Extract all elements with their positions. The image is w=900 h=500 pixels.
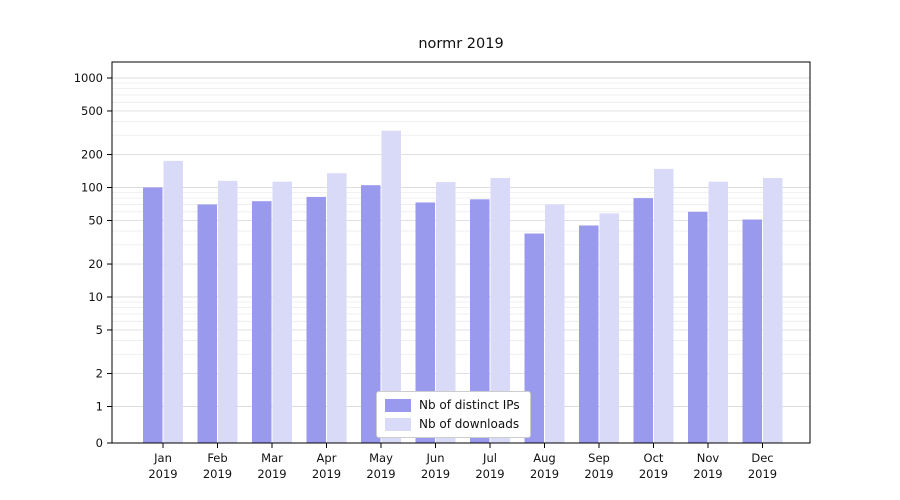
bar-ips-jul: [470, 199, 490, 443]
y-tick-label: 50: [88, 213, 103, 227]
bar-ips-jun: [415, 202, 435, 443]
x-tick-label-year: 2019: [257, 467, 286, 481]
x-tick-label-year: 2019: [639, 467, 668, 481]
x-tick-label-month: May: [369, 451, 393, 465]
x-tick-label-month: Nov: [697, 451, 720, 465]
legend-swatch-downloads: [385, 417, 411, 431]
bar-ips-may: [361, 185, 381, 443]
bar-ips-jan: [143, 187, 163, 443]
x-tick-label-year: 2019: [366, 467, 395, 481]
bar-ips-oct: [633, 198, 653, 443]
y-tick-label: 20: [88, 257, 103, 271]
bar-downloads-jun: [436, 182, 456, 443]
y-tick-label: 200: [81, 148, 103, 162]
x-tick-label-month: Apr: [317, 451, 337, 465]
x-tick-label-month: Feb: [207, 451, 227, 465]
legend: Nb of distinct IPs Nb of downloads: [376, 391, 531, 438]
x-tick-label-year: 2019: [148, 467, 177, 481]
bar-downloads-jan: [163, 160, 183, 443]
x-tick-label-month: Oct: [644, 451, 664, 465]
bar-ips-apr: [306, 196, 326, 443]
bar-downloads-may: [381, 130, 401, 443]
x-tick-label-month: Aug: [533, 451, 555, 465]
x-tick-label-month: Jan: [153, 451, 172, 465]
bar-ips-sep: [579, 225, 599, 443]
bar-downloads-sep: [599, 213, 619, 443]
bar-downloads-oct: [654, 168, 674, 444]
bar-downloads-nov: [708, 181, 728, 443]
bar-ips-nov: [688, 211, 708, 443]
y-tick-label: 2: [96, 367, 103, 381]
x-tick-label-year: 2019: [475, 467, 504, 481]
x-tick-label-year: 2019: [693, 467, 722, 481]
legend-item-downloads: Nb of downloads: [385, 417, 520, 431]
bar-ips-aug: [524, 233, 544, 443]
bar-downloads-apr: [327, 173, 347, 443]
y-tick-label: 0: [96, 436, 103, 450]
x-tick-label-month: Sep: [588, 451, 610, 465]
bar-ips-feb: [197, 204, 217, 443]
x-tick-label-year: 2019: [312, 467, 341, 481]
y-tick-label: 500: [81, 104, 103, 118]
y-tick-label: 10: [88, 290, 103, 304]
legend-label-downloads: Nb of downloads: [419, 417, 520, 431]
x-tick-label-month: Jul: [482, 451, 497, 465]
y-tick-label: 100: [81, 181, 103, 195]
bar-downloads-jul: [490, 178, 510, 444]
x-tick-label-year: 2019: [203, 467, 232, 481]
x-tick-label-year: 2019: [748, 467, 777, 481]
bar-ips-dec: [742, 219, 762, 443]
legend-swatch-distinct-ips: [385, 398, 411, 412]
legend-label-distinct-ips: Nb of distinct IPs: [419, 398, 520, 412]
legend-item-distinct-ips: Nb of distinct IPs: [385, 398, 520, 412]
x-tick-label-year: 2019: [530, 467, 559, 481]
bar-downloads-feb: [218, 180, 238, 444]
y-tick-label: 1000: [74, 71, 103, 85]
x-tick-label-month: Mar: [261, 451, 283, 465]
y-tick-label: 5: [96, 323, 103, 337]
x-tick-label-month: Jun: [426, 451, 445, 465]
plot-border: [111, 61, 811, 444]
x-tick-label-year: 2019: [584, 467, 613, 481]
chart-title: normr 2019: [418, 36, 504, 52]
x-tick-label-month: Dec: [751, 451, 773, 465]
bar-downloads-dec: [763, 178, 783, 444]
y-tick-label: 1: [96, 400, 103, 414]
x-tick-label-year: 2019: [421, 467, 450, 481]
bar-downloads-aug: [545, 204, 565, 443]
bar-ips-mar: [252, 201, 272, 443]
bar-downloads-mar: [272, 181, 292, 443]
